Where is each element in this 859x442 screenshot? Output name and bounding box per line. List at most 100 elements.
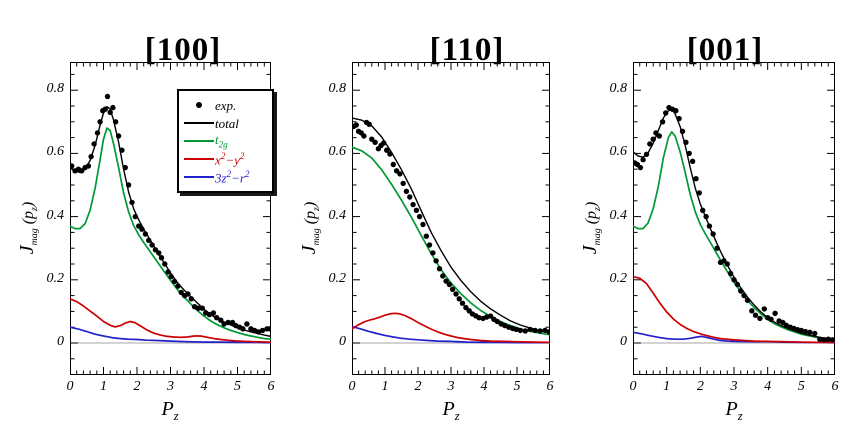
- y-tick-label: 0.8: [328, 81, 347, 97]
- y-axis-subscript: mag: [29, 228, 41, 246]
- exp-data-point: [91, 141, 97, 147]
- exp-data-point: [162, 261, 168, 267]
- exp-data-point: [410, 201, 416, 208]
- exp-data-point: [146, 237, 152, 243]
- x-tick-label: 0: [66, 379, 74, 394]
- exp-data-point: [812, 330, 818, 337]
- exp-data-point: [88, 153, 94, 160]
- exp-data-point: [449, 286, 456, 292]
- exp-data-point: [426, 242, 433, 248]
- x-tick-label: 2: [133, 379, 141, 394]
- exp-data-point: [413, 207, 420, 213]
- exp-data-point: [679, 128, 686, 134]
- exp-data-point: [214, 315, 220, 321]
- legend: exp. total t2g x2−y2 3z2−r2: [177, 89, 274, 193]
- x-tick-label: 5: [797, 379, 805, 394]
- legend-item: 3z2−r2: [183, 168, 269, 186]
- exp-data-point: [802, 328, 809, 335]
- exp-data-point: [647, 141, 653, 147]
- exp-data-point: [721, 258, 727, 264]
- x-tick-label: 4: [200, 379, 208, 394]
- exp-data-point: [158, 255, 165, 261]
- y-tick-label: 0.2: [46, 270, 65, 286]
- plot-area-110: [352, 62, 550, 375]
- plot-frame: [352, 62, 550, 375]
- exp-data-point: [185, 291, 191, 297]
- legend-label: x2−y2: [215, 150, 245, 168]
- exp-data-point: [768, 316, 774, 322]
- series-line-t2g: [70, 127, 271, 341]
- y-tick-label: 0.2: [328, 270, 347, 286]
- exp-data-point: [244, 321, 250, 327]
- plot-frame: [633, 62, 835, 375]
- exp-data-point: [706, 223, 713, 229]
- exp-data-point: [453, 291, 459, 297]
- x-tick-label: 4: [764, 379, 772, 394]
- legend-label: exp.: [215, 97, 237, 113]
- y-axis-label: Jmag (pz): [298, 143, 322, 313]
- x-axis-subscript: z: [737, 409, 743, 423]
- exp-data-point: [129, 199, 135, 206]
- exp-data-point: [112, 119, 119, 125]
- exp-data-point: [727, 270, 734, 277]
- y-tick-label: 0.4: [609, 207, 628, 223]
- exp-data-point: [693, 176, 699, 182]
- exp-data-point: [825, 336, 831, 342]
- exp-data-point: [97, 119, 103, 125]
- y-axis-subscript: mag: [592, 228, 604, 246]
- exp-data-point: [537, 328, 543, 334]
- exp-data-point: [741, 292, 747, 299]
- series-line-x2-y2: [633, 275, 835, 344]
- exp-data-point: [107, 109, 113, 115]
- series-line-x2-y2: [70, 297, 271, 343]
- exp-data-point: [125, 182, 132, 188]
- plot-frame: [70, 62, 271, 375]
- y-tick-label: 0: [339, 334, 346, 349]
- exp-data-point: [420, 221, 426, 228]
- exp-data-point: [738, 288, 744, 294]
- exp-data-point: [829, 337, 835, 343]
- legend-label: total: [215, 115, 239, 131]
- exp-data-point: [168, 273, 174, 280]
- y-axis-label: Jmag (pz): [579, 143, 604, 313]
- exp-data-point: [433, 258, 439, 264]
- x-axis-label: Pz: [694, 398, 774, 424]
- legend-dot-marker: [183, 102, 215, 108]
- x-tick-label: 1: [381, 379, 389, 394]
- exp-data-point: [384, 147, 390, 153]
- exp-data-point: [387, 151, 393, 157]
- y-axis-arg-close: ): [583, 201, 600, 208]
- exp-data-point: [85, 163, 92, 169]
- x-tick-label: 4: [480, 379, 488, 394]
- x-tick-label: 2: [414, 379, 422, 394]
- exp-data-point: [734, 281, 741, 288]
- exp-data-point: [70, 163, 75, 169]
- exp-data-point: [443, 278, 449, 284]
- plot-area-100: [70, 62, 271, 375]
- exp-data-point: [703, 213, 709, 220]
- exp-data-point: [119, 147, 125, 153]
- y-axis-symbol: J: [298, 245, 320, 255]
- exp-data-point: [94, 130, 101, 136]
- y-tick-label: 0.8: [609, 81, 628, 97]
- exp-data-point: [416, 213, 423, 220]
- exp-data-point: [752, 312, 759, 318]
- exp-data-point: [527, 326, 533, 333]
- exp-data-point: [397, 171, 403, 177]
- exp-data-point: [400, 180, 406, 187]
- exp-data-point: [110, 104, 116, 111]
- exp-data-point: [195, 305, 201, 311]
- series-line-total: [352, 117, 550, 334]
- exp-data-point: [696, 190, 702, 196]
- exp-data-point: [436, 266, 443, 272]
- exp-data-point: [772, 310, 778, 316]
- legend-line-marker: [183, 158, 215, 160]
- y-tick-label: 0.6: [46, 144, 65, 160]
- exp-data-point: [218, 317, 224, 323]
- x-axis-symbol: P: [161, 398, 174, 420]
- y-tick-label: 0.6: [328, 144, 347, 160]
- exp-data-point: [710, 231, 716, 237]
- x-axis-subscript: z: [454, 409, 460, 423]
- y-tick-label: 0: [620, 334, 627, 349]
